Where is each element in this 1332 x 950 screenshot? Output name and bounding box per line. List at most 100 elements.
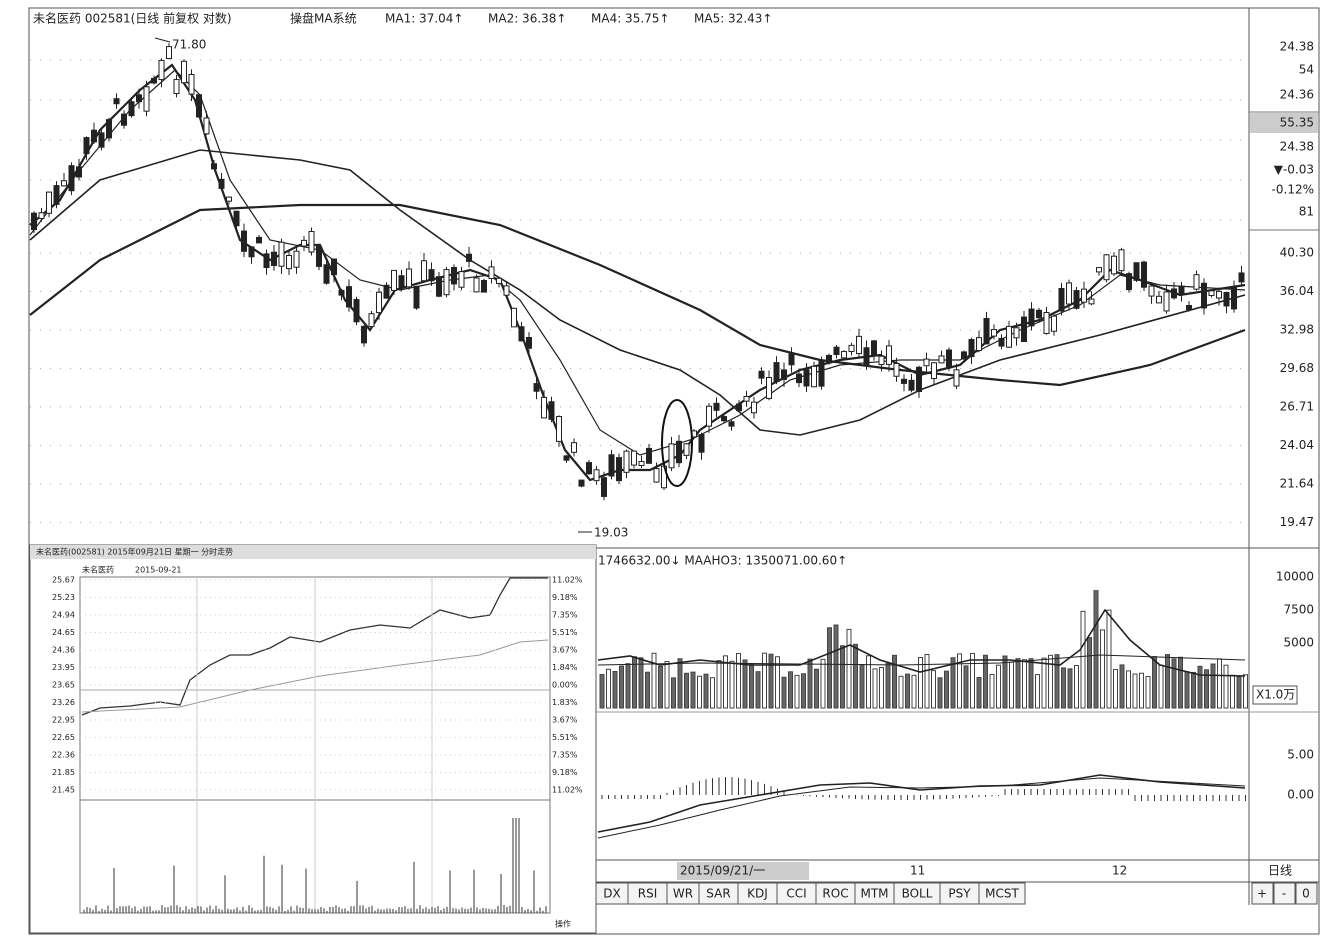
candle-body xyxy=(623,450,630,473)
inset-percent-label: 7.35% xyxy=(552,751,578,760)
volume-bar xyxy=(970,652,975,709)
volume-bar xyxy=(814,668,819,709)
candle-body xyxy=(863,347,870,367)
volume-bar xyxy=(671,677,676,709)
volume-bar xyxy=(872,668,878,709)
candle-body xyxy=(638,461,645,467)
candle-body xyxy=(406,268,412,288)
candle-body xyxy=(1156,295,1162,304)
volume-bar xyxy=(833,624,839,709)
stock-title: 未名医药 002581(日线 前复权 对数) xyxy=(33,11,232,26)
candle-body xyxy=(998,337,1005,347)
quote-value: 55.35 xyxy=(1280,116,1314,130)
candle-body xyxy=(323,264,330,284)
candle-body xyxy=(946,349,952,369)
inset-title: 未名医药(002581) 2015年09月21日 星期一 分时走势 xyxy=(36,547,233,557)
candle-body xyxy=(121,113,127,126)
zoom-button[interactable] xyxy=(1295,882,1318,905)
volume-bar xyxy=(781,676,787,709)
candle-body xyxy=(481,280,487,293)
volume-bar xyxy=(606,668,611,709)
candle-body xyxy=(1013,327,1020,339)
zoom-button-label[interactable]: 0 xyxy=(1302,887,1310,901)
volume-bar xyxy=(723,655,728,709)
candle-body xyxy=(443,269,450,296)
volume-bar xyxy=(1223,664,1229,709)
indicator-tab-label[interactable]: SAR xyxy=(706,887,730,901)
candle-body xyxy=(991,329,997,337)
volume-bar xyxy=(1184,671,1190,709)
zoom-button[interactable] xyxy=(1251,882,1274,905)
volume-bar xyxy=(664,661,670,709)
inset-price-label: 25.67 xyxy=(52,576,75,585)
candle-body xyxy=(826,354,832,364)
indicator-tab-label[interactable]: BOLL xyxy=(902,887,933,901)
price-tick-label: 29.68 xyxy=(1280,361,1314,375)
zoom-button-label[interactable]: + xyxy=(1257,887,1267,901)
candle-body xyxy=(278,241,285,267)
inset-price-label: 21.45 xyxy=(52,786,75,795)
indicator-tab-label[interactable]: MCST xyxy=(985,887,1019,901)
indicator-tab-label[interactable]: ROC xyxy=(822,887,848,901)
period-label: 日线 xyxy=(1268,864,1292,878)
volume-bar xyxy=(1119,664,1125,709)
candle-body xyxy=(833,346,840,355)
candle-body xyxy=(173,79,180,95)
volume-bar xyxy=(1236,676,1242,709)
inset-percent-label: 11.02% xyxy=(552,576,583,585)
candle-body xyxy=(818,359,825,387)
candle-body xyxy=(743,396,750,402)
candle-body xyxy=(646,447,652,464)
indicator-tab-label[interactable]: WR xyxy=(673,887,693,901)
candle-body xyxy=(1216,290,1222,299)
month-label: 12 xyxy=(1112,864,1127,878)
macd-tick-label: 0.00 xyxy=(1287,788,1314,802)
volume-bar xyxy=(892,654,897,709)
candle-body xyxy=(503,285,510,296)
candle-body xyxy=(931,362,937,380)
inset-average-line xyxy=(81,639,549,713)
candle-body xyxy=(668,443,675,469)
inset-percent-label: 9.18% xyxy=(552,593,578,602)
volume-bar xyxy=(1041,657,1047,709)
volume-bar xyxy=(658,666,663,709)
volume-bar xyxy=(840,645,845,709)
ma-label: MA4: 35.75↑ xyxy=(591,12,669,26)
candle-body xyxy=(196,94,202,118)
candle-body xyxy=(1231,286,1237,310)
indicator-tab[interactable] xyxy=(978,882,1026,905)
volume-bar xyxy=(762,652,767,709)
candle-body xyxy=(241,230,247,252)
volume-bar xyxy=(1191,671,1196,709)
candle-body xyxy=(211,163,217,170)
price-tick-label: 26.71 xyxy=(1280,400,1314,414)
quote-value: 81 xyxy=(1299,205,1314,219)
indicator-tab-label[interactable]: KDJ xyxy=(747,887,768,901)
candle-body xyxy=(1171,288,1177,299)
indicator-tab-label[interactable]: MTM xyxy=(860,887,888,901)
indicator-tab-label[interactable]: RSI xyxy=(638,887,658,901)
macd-dea xyxy=(597,777,1246,839)
volume-bar xyxy=(1158,664,1164,709)
macd-tick-label: 5.00 xyxy=(1287,748,1314,762)
volume-bar xyxy=(866,655,871,709)
zoom-button-label[interactable]: - xyxy=(1282,887,1286,901)
volume-bar xyxy=(729,660,735,709)
inset-percent-label: 5.51% xyxy=(552,733,578,742)
indicator-tab-label[interactable]: DX xyxy=(603,887,620,901)
candle-body xyxy=(616,457,622,482)
candle-body xyxy=(233,210,240,227)
candle-body xyxy=(451,266,457,285)
volume-bar xyxy=(898,675,904,709)
inset-price-label: 25.23 xyxy=(52,593,75,602)
candle-body xyxy=(331,258,337,276)
volume-bar xyxy=(788,671,793,709)
indicator-tab-label[interactable]: CCI xyxy=(786,887,806,901)
volume-bar xyxy=(619,665,624,709)
candle-body xyxy=(1051,315,1057,332)
zoom-button[interactable] xyxy=(1273,882,1296,905)
candle-body xyxy=(151,77,157,84)
inset-percent-label: 7.35% xyxy=(552,611,578,620)
candle-body xyxy=(181,60,187,84)
indicator-tab-label[interactable]: PSY xyxy=(948,887,971,901)
